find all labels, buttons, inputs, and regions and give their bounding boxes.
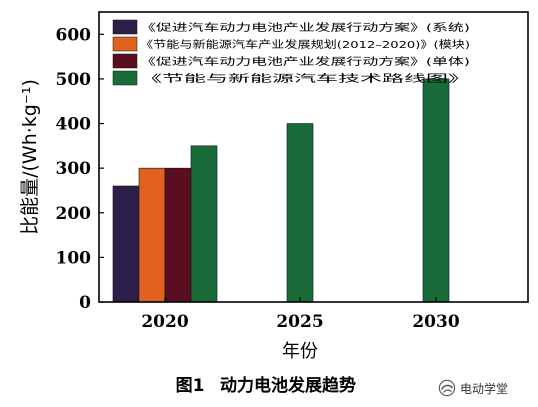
figure-caption: 动力电池发展趋势: [220, 375, 356, 396]
y-tick-label: 300: [56, 159, 92, 179]
swirl-logo-icon: [438, 379, 456, 397]
y-tick-label: 600: [56, 25, 92, 45]
bar-2030-series-4: [422, 78, 450, 303]
bar-2020-series-3: [164, 167, 192, 303]
bar-2025-series-4: [286, 123, 314, 303]
legend-label: 《促进汽车动力电池产业发展行动方案》(系统): [140, 21, 470, 34]
watermark: 电动学堂: [438, 377, 508, 399]
x-tick-label: 2030: [412, 312, 459, 332]
bar-2020-series-4: [190, 145, 218, 303]
y-tick-label: 0: [79, 293, 91, 313]
y-tick-label: 500: [56, 70, 92, 90]
y-tick-label: 100: [56, 248, 92, 268]
legend-label: 《节能与新能源汽车产业发展规划(2012–2020)》(模块): [140, 38, 470, 51]
bar-2020-series-2: [138, 167, 166, 303]
bar-2020-series-1: [112, 185, 140, 303]
legend-swatch: [112, 53, 138, 69]
y-axis-label: 比能量/(Wh·kg⁻¹): [19, 79, 41, 235]
y-tick-label: 200: [56, 204, 92, 224]
watermark-text: 电动学堂: [460, 381, 509, 396]
legend-swatch: [112, 70, 138, 86]
y-tick-label: 400: [56, 115, 92, 135]
x-axis-label: 年份: [282, 341, 318, 362]
x-tick-label: 2025: [276, 312, 323, 332]
figure-label: 图1: [176, 376, 205, 396]
legend-swatch: [112, 19, 138, 35]
legend-label: 《节能与新能源汽车技术路线图》: [140, 72, 470, 85]
x-tick-label: 2020: [141, 312, 188, 332]
legend-swatch: [112, 36, 138, 52]
legend-label: 《促进汽车动力电池产业发展行动方案》(单体): [140, 55, 470, 68]
plot-frame: [98, 11, 529, 303]
